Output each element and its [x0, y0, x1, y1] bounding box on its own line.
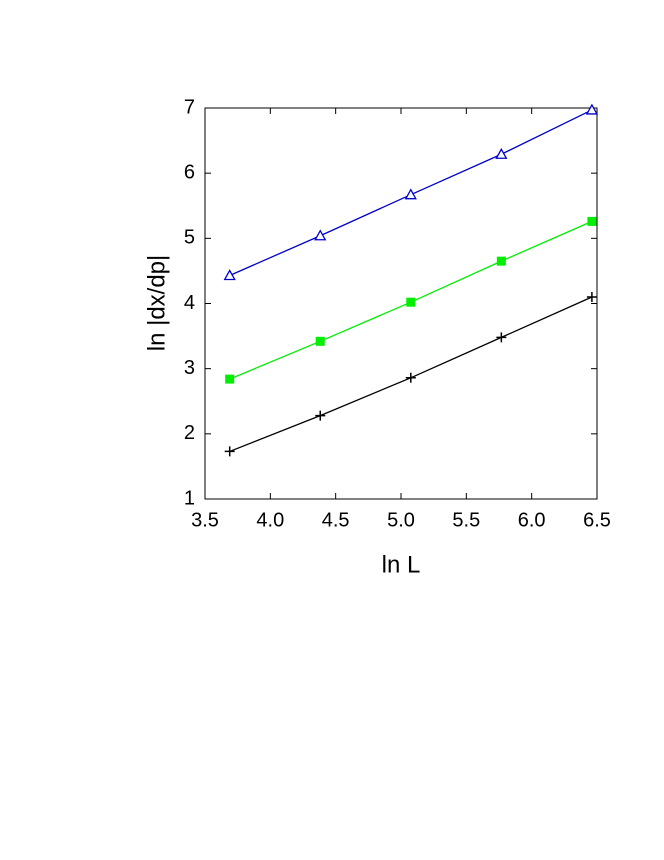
marker — [225, 374, 235, 384]
y-tick-label: 1 — [184, 487, 195, 509]
marker — [406, 297, 416, 307]
x-axis-title: ln L — [382, 551, 421, 578]
marker — [315, 336, 325, 346]
x-tick-label: 5.5 — [452, 509, 480, 531]
marker — [496, 256, 506, 266]
x-tick-label: 6.5 — [583, 509, 611, 531]
marker — [496, 332, 507, 343]
y-tick-label: 2 — [184, 422, 195, 444]
y-tick-label: 4 — [184, 292, 195, 314]
x-tick-label: 3.5 — [191, 509, 219, 531]
marker — [405, 372, 416, 383]
plot-frame — [204, 107, 598, 500]
x-tick-label: 4.5 — [322, 509, 350, 531]
marker — [586, 291, 597, 302]
y-axis-title: ln |dx/dp| — [143, 255, 170, 352]
y-tick-label: 7 — [184, 96, 195, 118]
marker — [495, 147, 508, 159]
x-tick-label: 6.0 — [518, 509, 546, 531]
marker — [315, 410, 326, 421]
marker — [223, 269, 236, 281]
marker — [404, 188, 417, 200]
x-tick-label: 4.0 — [256, 509, 284, 531]
y-tick-label: 3 — [184, 357, 195, 379]
marker — [587, 216, 597, 226]
marker — [585, 103, 599, 115]
marker — [314, 229, 327, 241]
y-tick-label: 6 — [184, 161, 195, 183]
marker — [224, 446, 235, 457]
x-tick-label: 5.0 — [387, 509, 415, 531]
y-tick-label: 5 — [184, 227, 195, 249]
